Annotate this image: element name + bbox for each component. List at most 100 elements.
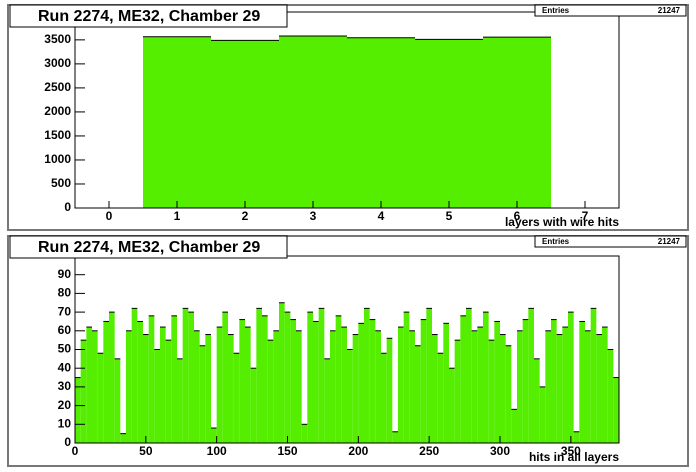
- x-tick-label: 300: [490, 444, 510, 458]
- bar: [505, 345, 512, 443]
- y-tick-label: 3500: [44, 32, 71, 46]
- bar: [454, 340, 461, 443]
- bar: [539, 386, 546, 443]
- bar: [369, 319, 376, 443]
- bar: [171, 315, 177, 443]
- x-tick-label: 3: [310, 209, 317, 223]
- bar: [449, 368, 455, 443]
- bar: [352, 334, 359, 443]
- x-axis-label: hits in all layers: [529, 450, 619, 464]
- bar: [273, 330, 279, 443]
- x-tick-label: 50: [139, 444, 153, 458]
- bar: [313, 321, 319, 443]
- bar: [522, 319, 529, 443]
- bar: [137, 321, 143, 443]
- bar: [250, 368, 257, 443]
- bar: [131, 308, 138, 443]
- y-tick-label: 80: [58, 286, 72, 300]
- bar: [443, 323, 449, 443]
- bar: [590, 308, 597, 443]
- x-tick-label: 100: [207, 444, 227, 458]
- bar: [375, 330, 381, 443]
- y-tick-label: 0: [64, 435, 71, 449]
- x-tick-label: 150: [277, 444, 297, 458]
- bar: [341, 327, 347, 443]
- bar: [602, 327, 608, 443]
- bar: [92, 330, 98, 443]
- bar: [188, 312, 194, 443]
- bar: [211, 428, 217, 443]
- stats-box: [534, 235, 687, 248]
- bar: [335, 315, 342, 443]
- bar: [182, 308, 189, 443]
- y-tick-label: 1000: [44, 152, 71, 166]
- bar: [483, 37, 551, 208]
- y-tick-label: 3000: [44, 56, 71, 70]
- y-tick-label: 70: [58, 304, 72, 318]
- stats-label: Entries: [542, 6, 570, 15]
- x-tick-label: 250: [419, 444, 439, 458]
- bar: [330, 330, 336, 443]
- x-tick-label: 1: [174, 209, 181, 223]
- plot-border: [74, 11, 620, 209]
- bar: [483, 312, 489, 443]
- stats-entries: 21247: [658, 237, 681, 246]
- bar: [386, 338, 393, 443]
- bar: [403, 312, 410, 443]
- bar: [239, 319, 245, 443]
- bar: [126, 330, 132, 443]
- bar: [318, 308, 325, 443]
- stats-entries: 21247: [658, 6, 681, 15]
- bar: [233, 353, 240, 443]
- bar: [324, 358, 330, 443]
- bar: [216, 327, 223, 443]
- stats-label: Entries: [542, 237, 570, 246]
- bar: [409, 330, 415, 443]
- y-tick-label: 40: [58, 360, 72, 374]
- y-tick-label: 1500: [44, 128, 71, 142]
- chart-title: Run 2274, ME32, Chamber 29: [38, 8, 260, 25]
- y-tick-label: 10: [58, 416, 72, 430]
- bar: [205, 334, 211, 443]
- bar: [347, 349, 353, 443]
- bar: [296, 330, 302, 443]
- bar: [556, 334, 563, 443]
- y-tick-label: 90: [58, 267, 72, 281]
- bar: [143, 36, 211, 208]
- x-tick-label: 4: [378, 209, 385, 223]
- bar: [568, 312, 574, 443]
- bar: [415, 39, 483, 208]
- bar: [279, 36, 347, 208]
- bar: [165, 340, 172, 443]
- x-tick-label: 350: [561, 444, 581, 458]
- bar: [222, 312, 228, 443]
- y-tick-label: 50: [58, 342, 72, 356]
- bar: [545, 330, 551, 443]
- bar: [437, 353, 444, 443]
- y-tick-label: 60: [58, 323, 72, 337]
- bar: [211, 40, 279, 208]
- bar: [613, 377, 619, 443]
- bar: [562, 327, 568, 443]
- x-tick-label: 7: [582, 209, 589, 223]
- bar: [245, 327, 251, 443]
- bar: [279, 302, 285, 443]
- bar: [256, 308, 262, 443]
- bar: [607, 349, 614, 443]
- bar: [488, 340, 495, 443]
- bar: [477, 327, 483, 443]
- bar: [398, 327, 404, 443]
- bar: [381, 353, 387, 443]
- stats-box: [534, 4, 687, 17]
- bar: [262, 315, 268, 443]
- bar: [284, 312, 291, 443]
- bar: [364, 308, 370, 443]
- x-tick-label: 5: [446, 209, 453, 223]
- y-tick-label: 20: [58, 398, 72, 412]
- bar: [511, 409, 517, 443]
- bar: [500, 334, 506, 443]
- bar: [579, 321, 585, 443]
- bar: [109, 312, 115, 443]
- bar: [148, 315, 155, 443]
